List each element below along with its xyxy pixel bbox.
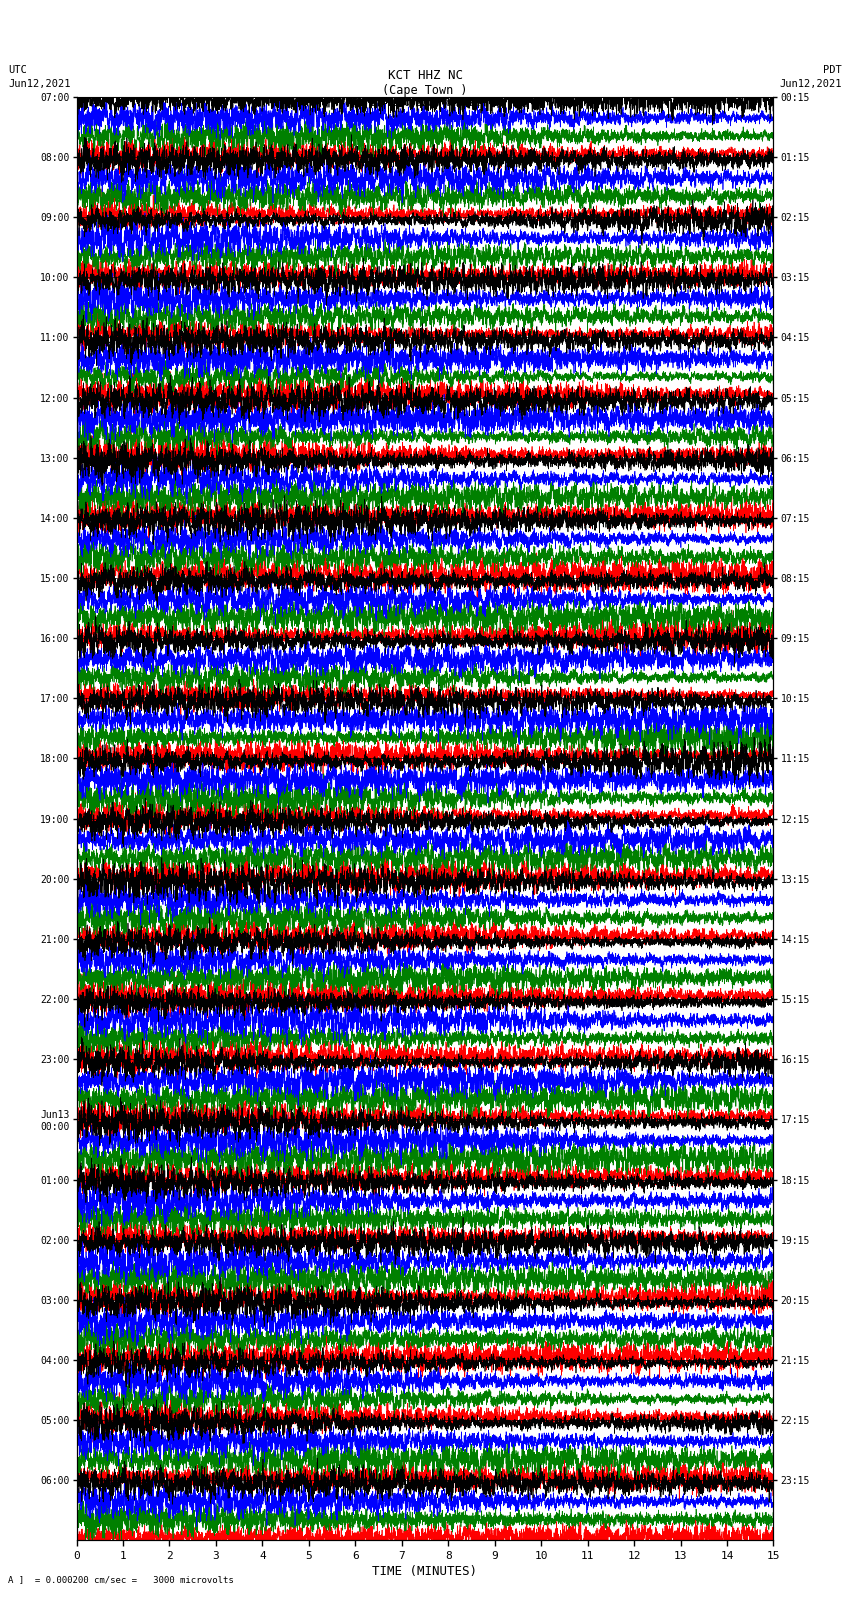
Text: A ]  = 0.000200 cm/sec =   3000 microvolts: A ] = 0.000200 cm/sec = 3000 microvolts xyxy=(8,1574,235,1584)
Text: I = 0.000200 cm/sec: I = 0.000200 cm/sec xyxy=(369,98,481,108)
X-axis label: TIME (MINUTES): TIME (MINUTES) xyxy=(372,1565,478,1578)
Text: (Cape Town ): (Cape Town ) xyxy=(382,84,468,97)
Text: Jun12,2021: Jun12,2021 xyxy=(779,79,842,89)
Text: UTC: UTC xyxy=(8,65,27,74)
Text: KCT HHZ NC: KCT HHZ NC xyxy=(388,69,462,82)
Text: Jun12,2021: Jun12,2021 xyxy=(8,79,71,89)
Text: PDT: PDT xyxy=(823,65,842,74)
